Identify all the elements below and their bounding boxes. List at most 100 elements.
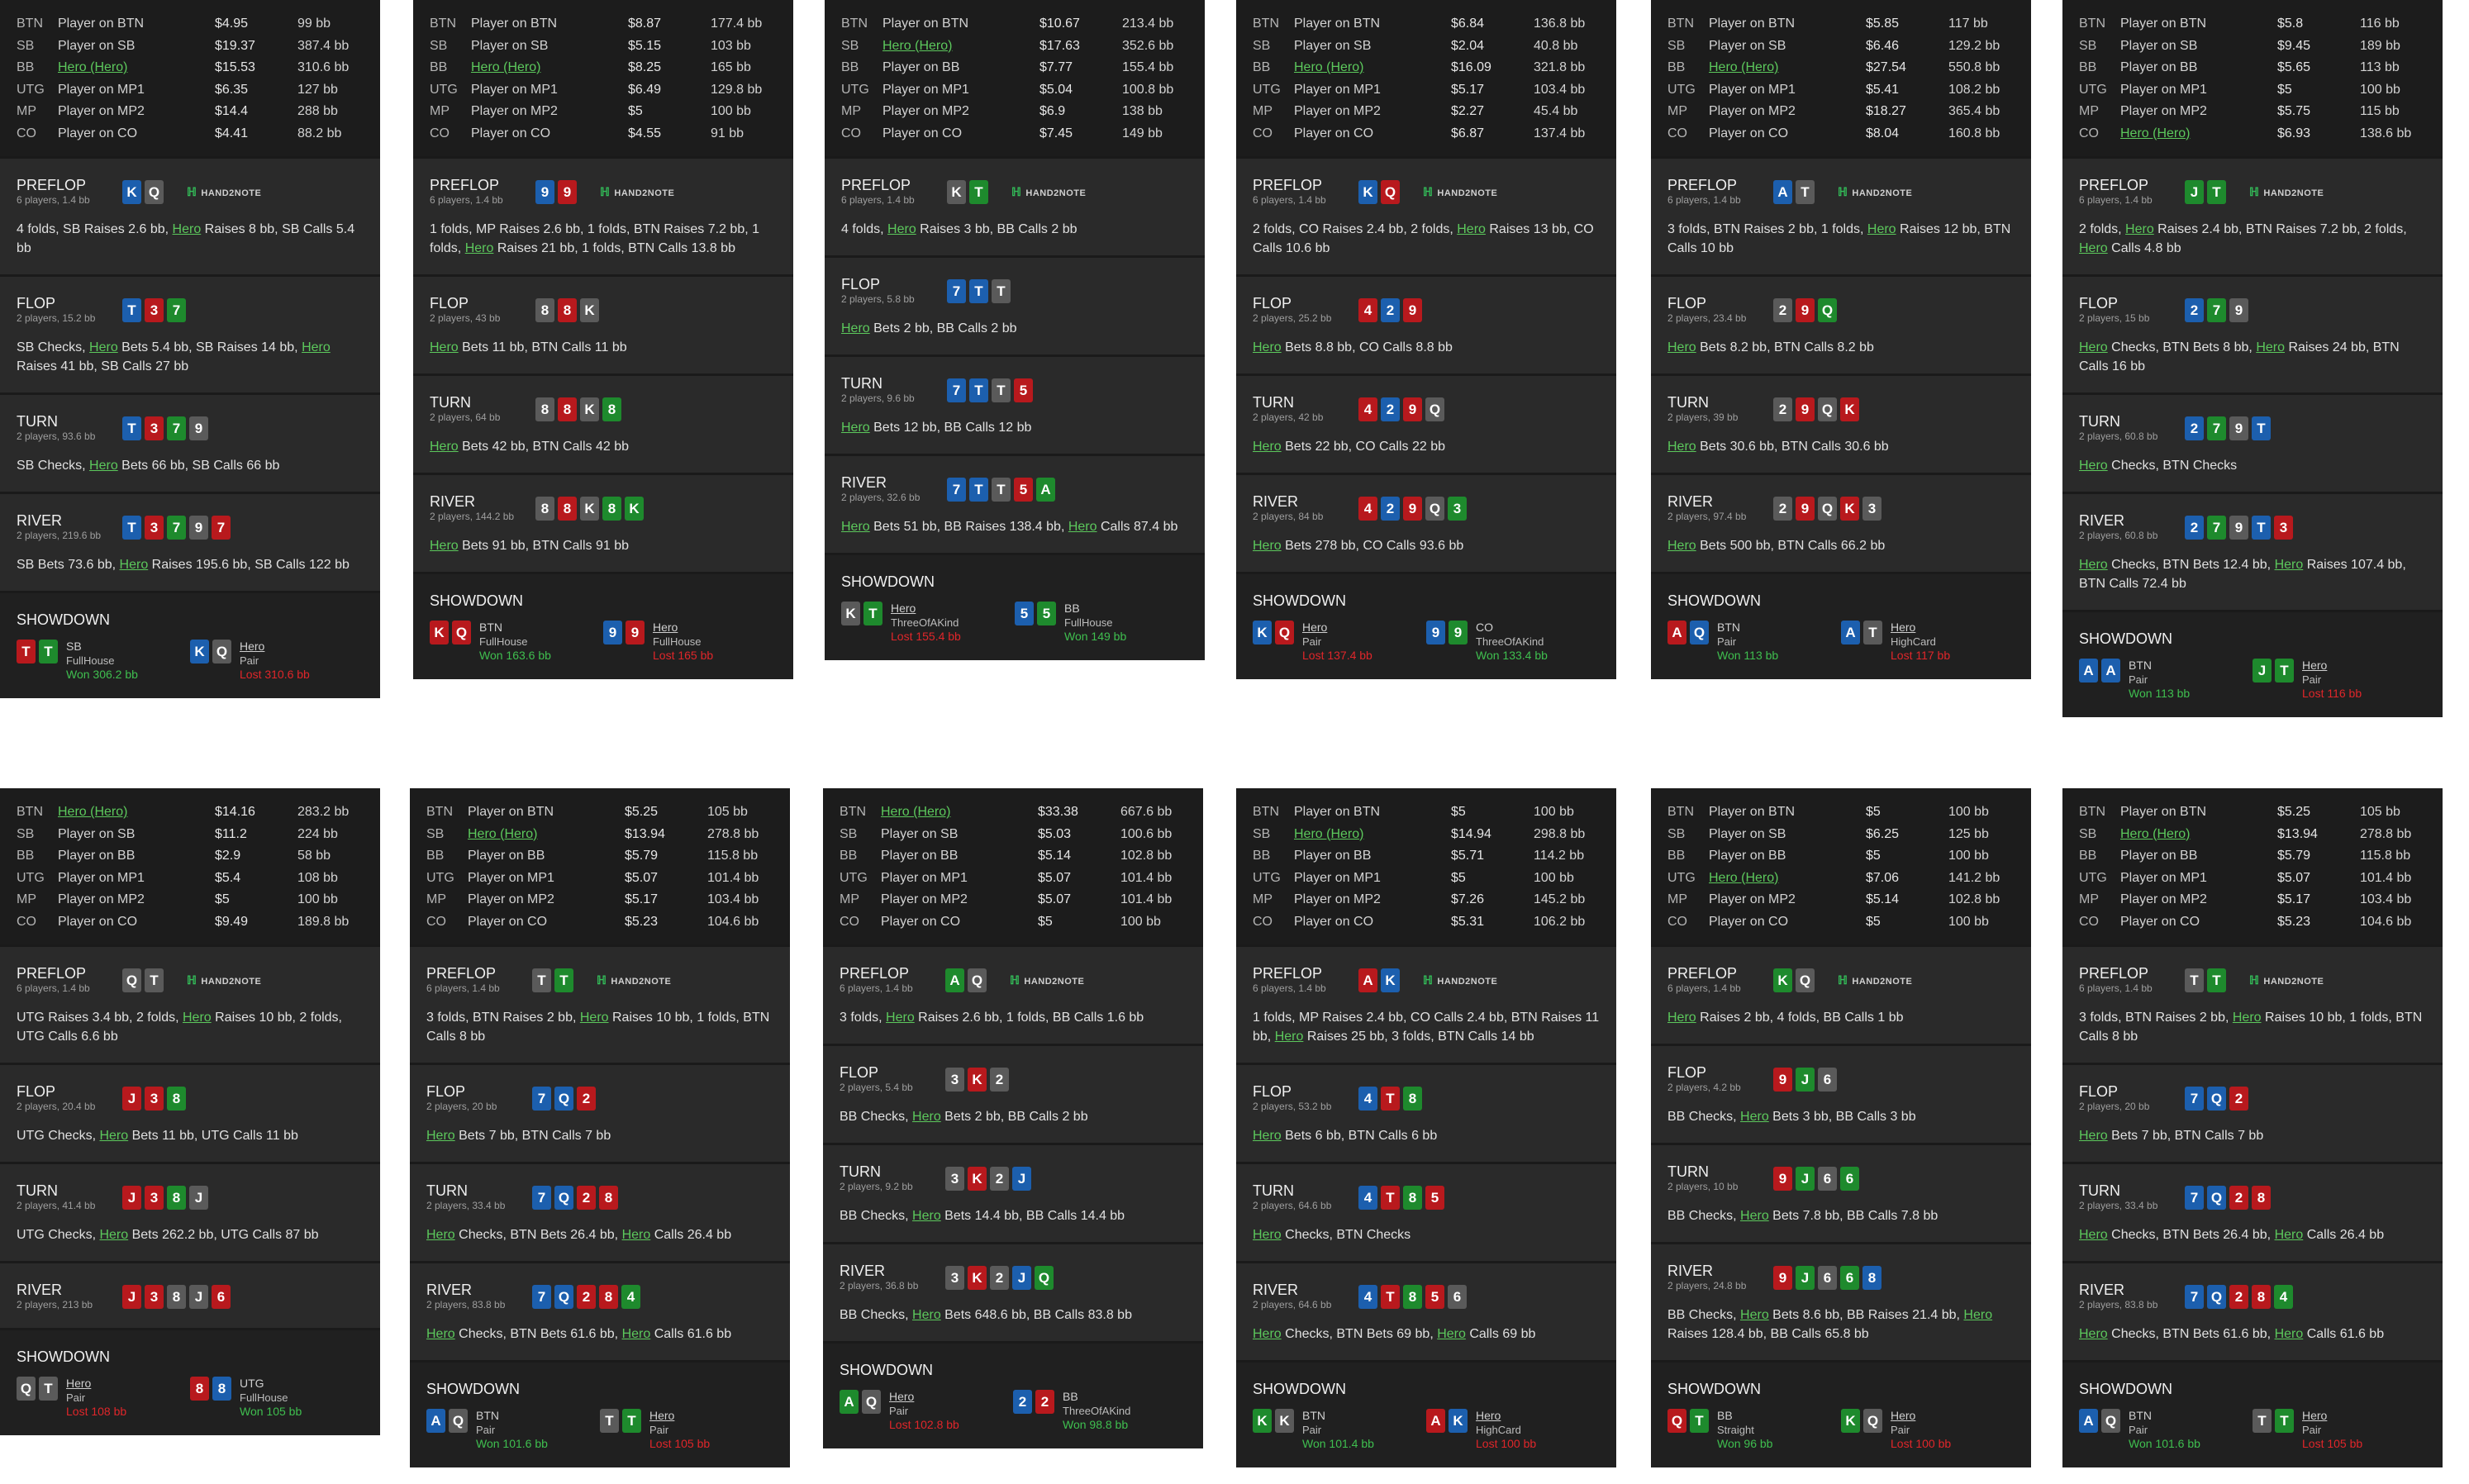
result-won: Won 113 bb (1717, 649, 1779, 662)
hero-action-link[interactable]: Hero (1867, 222, 1896, 236)
hero-action-link[interactable]: Hero (2256, 340, 2285, 354)
hero-action-link[interactable]: Hero (430, 340, 459, 354)
hero-action-link[interactable]: Hero (464, 241, 494, 255)
hero-player-link[interactable]: Hero (Hero) (468, 826, 538, 841)
hero-action-link[interactable]: Hero (99, 1228, 129, 1242)
hero-action-link[interactable]: Hero (1740, 1209, 1769, 1223)
hero-player-link[interactable]: Hero (Hero) (58, 805, 128, 819)
hero-action-link[interactable]: Hero (1253, 340, 1282, 354)
hero-action-link[interactable]: Hero (2274, 1228, 2304, 1242)
hero-player-link[interactable]: Hero (Hero) (882, 38, 953, 53)
hero-action-link[interactable]: Hero (2079, 459, 2108, 473)
hero-action-link[interactable]: Hero (2232, 1011, 2262, 1025)
hero-player-link[interactable]: Hero (Hero) (58, 60, 128, 74)
hero-action-link[interactable]: Hero (2079, 340, 2108, 354)
hero-action-link[interactable]: Hero (887, 222, 916, 236)
hero-action-link[interactable]: Hero (912, 1209, 941, 1223)
hero-action-link[interactable]: Hero (2079, 558, 2108, 572)
street-header: TURN 2 players, 64 bb 8 8 K 8 (430, 394, 777, 424)
hero-action-link[interactable]: Hero (1437, 1327, 1466, 1341)
hero-action-link[interactable]: Hero (2079, 241, 2108, 255)
hero-action-link[interactable]: Hero (621, 1327, 651, 1341)
hero-action-link[interactable]: Hero (1667, 440, 1696, 454)
hero-action-link[interactable]: Hero (886, 1011, 915, 1025)
hero-action-link[interactable]: Hero (841, 520, 870, 534)
hero-action-link[interactable]: Hero (1457, 222, 1486, 236)
hero-action-link[interactable]: Hero (1740, 1308, 1769, 1322)
hero-action-link[interactable]: Hero (2274, 1327, 2304, 1341)
hero-action-link[interactable]: Hero (99, 1129, 129, 1143)
hero-action-link[interactable]: Hero (2125, 222, 2154, 236)
hero-player-link[interactable]: Hero (66, 1377, 92, 1390)
street-preflop: PREFLOP 6 players, 1.4 bb J T ℍ HAND2NOTE 2 fo… (2062, 156, 2443, 274)
hero-player-link[interactable]: Hero (Hero) (1709, 870, 1779, 885)
hero-action-link[interactable]: Hero (89, 459, 118, 473)
hero-player-link[interactable]: Hero (1891, 1409, 1916, 1422)
playing-card: 8 (167, 1284, 186, 1309)
hero-player-link[interactable]: Hero (891, 602, 916, 615)
hero-action-link[interactable]: Hero (841, 321, 870, 335)
street-info: FLOP 2 players, 20 bb (426, 1083, 532, 1113)
street-turn: TURN 2 players, 64.6 bb 4 T 8 5 Hero Checks, B… (1236, 1162, 1616, 1261)
player-stack-dollars: $5 (1866, 805, 1881, 819)
hero-action-link[interactable]: Hero (1274, 1030, 1304, 1044)
hero-action-link[interactable]: Hero (2079, 1129, 2108, 1143)
hero-action-link[interactable]: Hero (1253, 539, 1282, 553)
hero-player-link[interactable]: Hero (1302, 621, 1328, 634)
hero-player-link[interactable]: Hero (240, 640, 265, 653)
hero-action-link[interactable]: Hero (1667, 1011, 1696, 1025)
hand-history-card: BTN Player on BTN $4.95 99 bb SB Player on SB… (0, 0, 380, 698)
hero-action-link[interactable]: Hero (2079, 1228, 2108, 1242)
hero-action-link[interactable]: Hero (426, 1327, 455, 1341)
hero-player-link[interactable]: Hero (653, 621, 678, 634)
hero-action-link[interactable]: Hero (579, 1011, 609, 1025)
hero-player-link[interactable]: Hero (889, 1390, 915, 1403)
hero-action-link[interactable]: Hero (430, 440, 459, 454)
hero-player-link[interactable]: Hero (Hero) (471, 60, 541, 74)
hero-action-link[interactable]: Hero (1253, 1228, 1282, 1242)
hero-action-link[interactable]: Hero (119, 558, 149, 572)
hero-action-link[interactable]: Hero (182, 1011, 212, 1025)
hero-action-link[interactable]: Hero (426, 1228, 455, 1242)
hero-player-link[interactable]: Hero (Hero) (881, 805, 951, 819)
hero-action-link[interactable]: Hero (302, 340, 331, 354)
hero-action-link[interactable]: Hero (1253, 440, 1282, 454)
hero-action-link[interactable]: Hero (89, 340, 118, 354)
hero-player-link[interactable]: Hero (2302, 659, 2328, 672)
hero-player-link[interactable]: Hero (649, 1409, 675, 1422)
hero-action-link[interactable]: Hero (1253, 1327, 1282, 1341)
playing-card: 7 (2207, 515, 2226, 540)
hero-action-link[interactable]: Hero (1068, 520, 1097, 534)
hero-player-link[interactable]: Hero (Hero) (2120, 126, 2191, 140)
player-stack-bb: 149 bb (1122, 126, 1163, 140)
hero-action-link[interactable]: Hero (621, 1228, 651, 1242)
hero-action-link[interactable]: Hero (912, 1308, 941, 1322)
player-stack-dollars: $5.79 (625, 849, 659, 863)
hero-player-link[interactable]: Hero (Hero) (1709, 60, 1779, 74)
hero-action-link[interactable]: Hero (430, 539, 459, 553)
hero-player-link[interactable]: Hero (Hero) (2120, 826, 2191, 841)
hero-action-link[interactable]: Hero (841, 421, 870, 435)
hero-action-link[interactable]: Hero (1667, 340, 1696, 354)
hero-action-link[interactable]: Hero (912, 1110, 941, 1124)
hero-action-link[interactable]: Hero (426, 1129, 455, 1143)
playing-card: T (39, 640, 58, 664)
hero-action-link[interactable]: Hero (2274, 558, 2304, 572)
hero-action-link[interactable]: Hero (2079, 1327, 2108, 1341)
hero-action-link[interactable]: Hero (172, 222, 202, 236)
street-header: RIVER 2 players, 32.6 bb 7 T T 5 A (841, 474, 1188, 504)
playing-card: K (1773, 968, 1792, 992)
hero-player-link[interactable]: Hero (1476, 1409, 1501, 1422)
hero-player-link[interactable]: Hero (Hero) (1294, 60, 1364, 74)
player-position: BB (17, 60, 35, 74)
hero-player-link[interactable]: Hero (1891, 621, 1916, 634)
hero-action-link[interactable]: Hero (1253, 1129, 1282, 1143)
hero-player-link[interactable]: Hero (2302, 1409, 2328, 1422)
street-header: TURN 2 players, 93.6 bb T 3 7 9 (17, 413, 364, 443)
hero-action-link[interactable]: Hero (1667, 539, 1696, 553)
hero-action-link[interactable]: Hero (1740, 1110, 1769, 1124)
hero-player-link[interactable]: Hero (Hero) (1294, 826, 1364, 841)
hero-action-link[interactable]: Hero (1963, 1308, 1993, 1322)
player-position: UTG (17, 870, 45, 885)
